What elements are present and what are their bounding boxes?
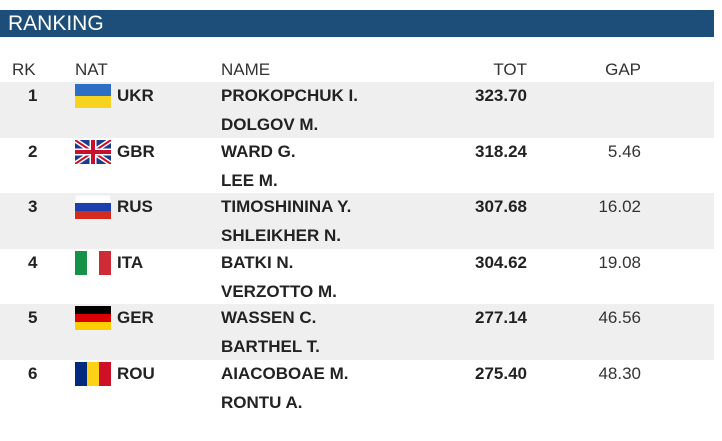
athlete-name: BATKI N.	[221, 252, 294, 272]
total: 323.70	[475, 86, 527, 105]
athlete-name: TIMOSHININA Y.	[221, 197, 352, 216]
row-band	[0, 248, 714, 305]
gap: 46.56	[598, 308, 641, 327]
total: 304.62	[475, 252, 527, 272]
row-band	[0, 82, 714, 138]
gap: 48.30	[598, 363, 641, 383]
nation: UKR	[117, 86, 154, 105]
rank: 4	[28, 252, 38, 272]
flag	[75, 84, 111, 108]
row-band	[0, 137, 714, 194]
row-band	[0, 193, 714, 249]
header-bar: RANKING	[0, 10, 714, 37]
nation: GBR	[117, 141, 155, 161]
col-header: RK	[12, 60, 36, 79]
rank: 6	[28, 363, 38, 383]
row-band	[0, 304, 714, 360]
athlete-name: LEE M.	[221, 170, 278, 190]
row-band	[0, 359, 714, 416]
athlete-name: SHLEIKHER N.	[221, 226, 341, 245]
athlete-name: DOLGOV M.	[221, 115, 319, 134]
nation: ITA	[117, 252, 144, 272]
rank: 1	[28, 86, 38, 105]
athlete-name: WARD G.	[221, 141, 296, 161]
athlete-name: WASSEN C.	[221, 308, 317, 327]
flag	[75, 250, 111, 275]
rank: 3	[28, 197, 38, 216]
header-title: RANKING	[8, 12, 104, 35]
total: 307.68	[475, 197, 527, 216]
nation: RUS	[117, 197, 153, 216]
col-header: GAP	[605, 60, 641, 79]
athlete-name: RONTU A.	[221, 392, 303, 412]
athlete-name: PROKOPCHUK I.	[221, 86, 358, 105]
gap: 16.02	[598, 197, 641, 216]
col-header: NAT	[75, 60, 108, 79]
athlete-name: VERZOTTO M.	[221, 281, 337, 301]
athlete-name: AIACOBOAE M.	[221, 363, 349, 383]
rank: 2	[28, 141, 38, 161]
gap: 19.08	[598, 252, 641, 272]
total: 277.14	[475, 308, 527, 327]
flag	[75, 306, 111, 330]
col-header: NAME	[221, 60, 271, 79]
athlete-name: BARTHEL T.	[221, 337, 320, 356]
flag	[75, 139, 111, 164]
total: 318.24	[475, 141, 527, 161]
nation: GER	[117, 308, 154, 327]
total: 275.40	[475, 363, 527, 383]
gap: 5.46	[607, 141, 641, 161]
flag	[75, 361, 111, 386]
nation: ROU	[117, 363, 155, 383]
rank: 5	[28, 308, 38, 327]
flag	[75, 195, 111, 219]
col-header: TOT	[493, 60, 527, 79]
